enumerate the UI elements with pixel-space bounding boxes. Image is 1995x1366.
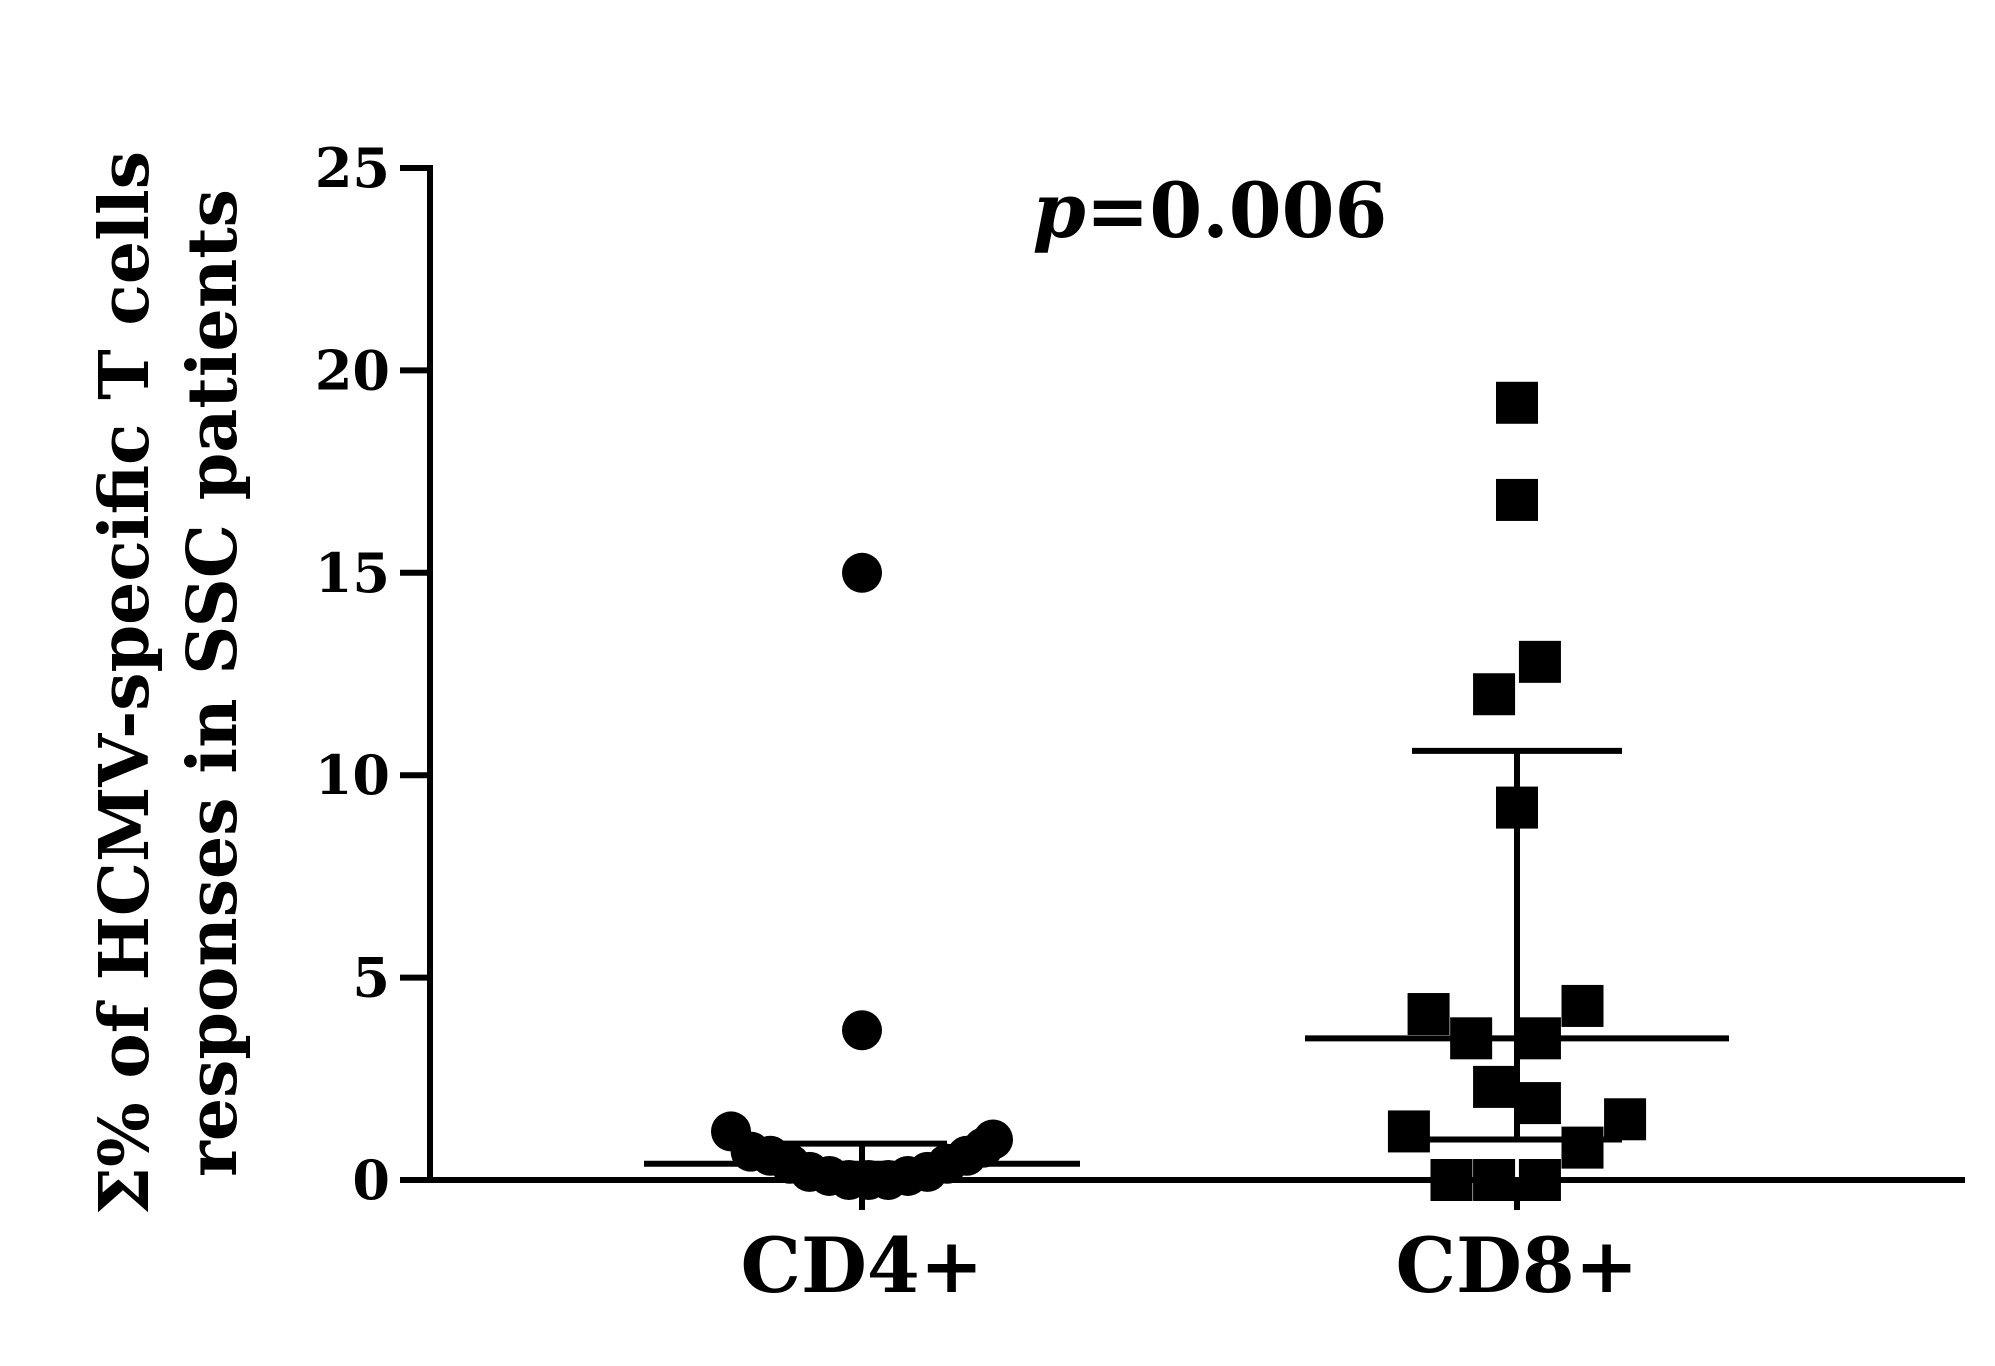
data-point: [1473, 1065, 1516, 1108]
y-tick-label: 10: [315, 743, 390, 807]
data-point: [1518, 640, 1561, 683]
data-point: [1430, 1159, 1473, 1201]
data-point: [1561, 984, 1604, 1027]
x-category-label: CD8+: [1396, 1221, 1639, 1310]
y-tick-label: 5: [352, 946, 390, 1010]
data-point: [1518, 1159, 1561, 1201]
y-tick-label: 20: [315, 338, 390, 402]
y-axis-title-line-1: Σ% of HCMV-specific T cells: [85, 151, 165, 1215]
y-tick-label: 15: [315, 541, 390, 605]
p-value-text: =0.006: [1086, 166, 1388, 255]
y-axis-title: Σ% of HCMV-specific T cells responses in…: [85, 151, 253, 1215]
data-point: [1496, 381, 1538, 424]
data-point: [1518, 1082, 1561, 1125]
data-point: [842, 552, 882, 593]
data-point: [973, 1119, 1013, 1160]
data-point: [1387, 1110, 1430, 1153]
data-point: [842, 1010, 882, 1051]
data-point: [1473, 1159, 1516, 1201]
p-value-symbol: p: [1033, 166, 1086, 255]
data-point: [1407, 993, 1450, 1036]
series-cd8-plus: [1305, 381, 1729, 1201]
y-tick-label: 25: [315, 136, 390, 200]
y-tick-label: 0: [352, 1148, 390, 1212]
data-point: [1561, 1126, 1604, 1169]
y-axis-title-line-2: responses in SSC patients: [173, 189, 253, 1177]
x-category-label: CD4+: [741, 1221, 984, 1310]
data-point: [1496, 478, 1538, 521]
x-axis: CD4+ CD8+: [430, 1177, 1965, 1310]
series-cd4-plus: [644, 552, 1080, 1200]
y-axis: 0 5 10 15 20 25: [315, 136, 433, 1212]
p-value-annotation: p=0.006: [1033, 166, 1388, 255]
data-point: [1473, 673, 1516, 716]
data-point: [1604, 1098, 1647, 1141]
data-marks: [644, 381, 1729, 1201]
